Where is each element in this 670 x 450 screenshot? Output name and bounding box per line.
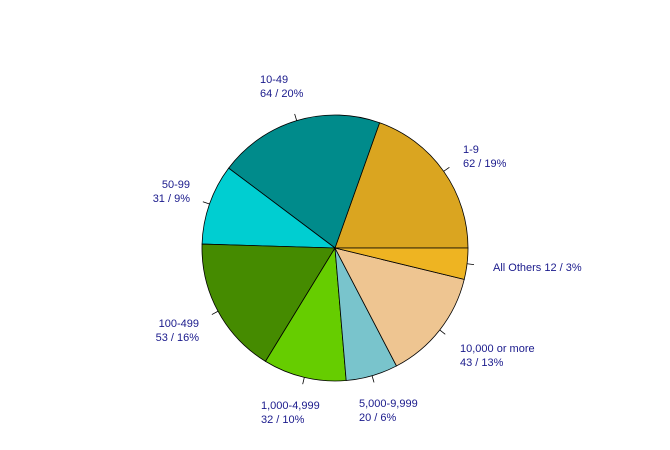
slice-label-line2: 43 / 13% (460, 357, 504, 369)
slice-label-1-9: 1-9 62 / 19% (463, 144, 507, 170)
slice-label-all-others: All Others 12 / 3% (493, 262, 582, 274)
slice-label-line2: 53 / 16% (156, 332, 200, 344)
slice-label-line1: 50-99 (162, 179, 190, 191)
pie-slice-10-49 (228, 114, 381, 249)
label-tick-10-49 (294, 113, 298, 121)
slice-label-line1: 10-49 (260, 74, 288, 86)
pie-slice-50-99 (201, 167, 337, 249)
slice-label-10-000-or-more: 10,000 or more 43 / 13% (460, 343, 535, 369)
slice-label-line1: 5,000-9,999 (359, 398, 418, 410)
slice-label-line2: 32 / 10% (261, 414, 305, 426)
label-tick-1-000-4-999 (302, 377, 305, 385)
slice-label-10-49: 10-49 64 / 20% (260, 74, 304, 100)
slice-label-line2: 64 / 20% (260, 88, 304, 100)
label-tick-10-000-or-more (439, 329, 446, 335)
label-tick-5-000-9-999 (371, 375, 375, 383)
slice-label-line2: 62 / 19% (463, 158, 507, 170)
slice-label-line1: 10,000 or more (460, 343, 535, 355)
pie-slices (201, 114, 469, 382)
pie-slice-1-000-4-999 (264, 246, 347, 382)
slice-label-50-99: 50-99 31 / 9% (153, 179, 191, 205)
label-tick-100-499 (211, 310, 219, 315)
slice-labels: 1-9 62 / 19% 10-49 64 / 20% 50-99 31 / 9% 100-… (153, 74, 582, 426)
label-tick-all-others (467, 263, 475, 266)
slice-label-line1: 1,000-4,999 (261, 400, 320, 412)
label-ticks (202, 113, 475, 385)
slice-label-line1: 1-9 (463, 144, 479, 156)
pie-slice-1-9 (334, 122, 469, 249)
slice-label-line2: 31 / 9% (153, 193, 191, 205)
pie-slice-100-499 (201, 243, 336, 362)
label-tick-1-9 (443, 166, 450, 172)
slice-label-line1: All Others 12 / 3% (493, 262, 582, 274)
slice-label-100-499: 100-499 53 / 16% (156, 318, 200, 344)
slice-label-line1: 100-499 (159, 318, 199, 330)
slice-label-5-000-9-999: 5,000-9,999 20 / 6% (359, 398, 418, 424)
slice-label-1-000-4-999: 1,000-4,999 32 / 10% (261, 400, 320, 426)
label-tick-50-99 (202, 201, 210, 205)
slice-label-line2: 20 / 6% (359, 412, 397, 424)
